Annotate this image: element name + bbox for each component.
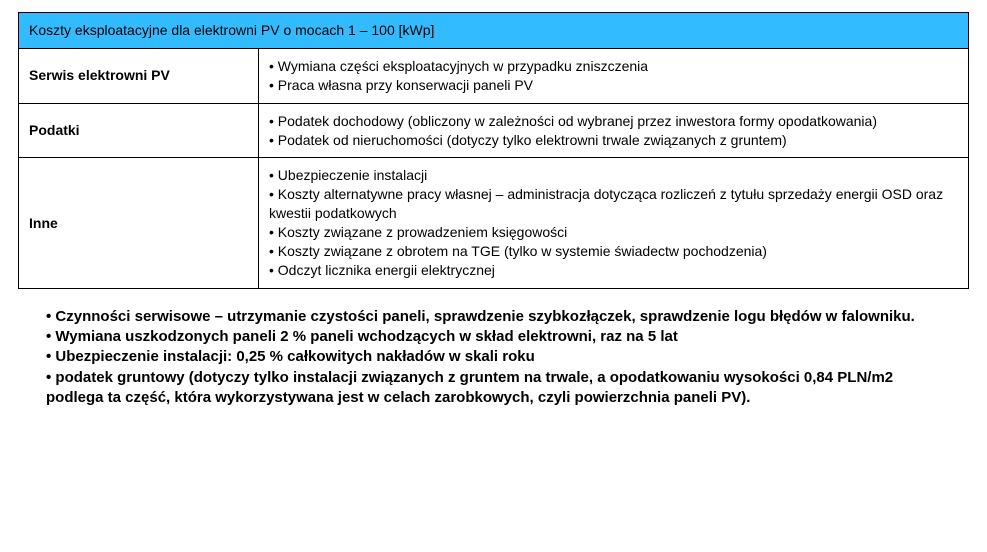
bullet: • Wymiana części eksploatacyjnych w przy… — [269, 57, 958, 76]
document-page: Koszty eksploatacyjne dla elektrowni PV … — [0, 0, 987, 428]
bullet: • Praca własna przy konserwacji paneli P… — [269, 76, 958, 95]
bullet: • Koszty związane z prowadzeniem księgow… — [269, 223, 958, 242]
note-line: • podatek gruntowy (dotyczy tylko instal… — [46, 368, 926, 409]
note-line: • Wymiana uszkodzonych paneli 2 % paneli… — [46, 327, 926, 347]
row-label-podatki: Podatki — [19, 103, 259, 158]
table-row: Serwis elektrowni PV • Wymiana części ek… — [19, 48, 969, 103]
notes-block: • Czynności serwisowe – utrzymanie czyst… — [46, 307, 926, 408]
row-label-serwis: Serwis elektrowni PV — [19, 48, 259, 103]
table-row: Podatki • Podatek dochodowy (obliczony w… — [19, 103, 969, 158]
bullet: • Ubezpieczenie instalacji — [269, 166, 958, 185]
row-bullets-inne: • Ubezpieczenie instalacji • Koszty alte… — [259, 158, 969, 288]
row-bullets-serwis: • Wymiana części eksploatacyjnych w przy… — [259, 48, 969, 103]
row-bullets-podatki: • Podatek dochodowy (obliczony w zależno… — [259, 103, 969, 158]
bullet: • Podatek od nieruchomości (dotyczy tylk… — [269, 131, 958, 150]
note-line: • Ubezpieczenie instalacji: 0,25 % całko… — [46, 347, 926, 367]
row-label-inne: Inne — [19, 158, 259, 288]
bullet: • Koszty alternatywne pracy własnej – ad… — [269, 185, 958, 223]
note-line: • Czynności serwisowe – utrzymanie czyst… — [46, 307, 926, 327]
bullet: • Odczyt licznika energii elektrycznej — [269, 261, 958, 280]
bullet: • Podatek dochodowy (obliczony w zależno… — [269, 112, 958, 131]
bullet: • Koszty związane z obrotem na TGE (tylk… — [269, 242, 958, 261]
table-title-cell: Koszty eksploatacyjne dla elektrowni PV … — [19, 13, 969, 49]
costs-table: Koszty eksploatacyjne dla elektrowni PV … — [18, 12, 969, 289]
table-header-row: Koszty eksploatacyjne dla elektrowni PV … — [19, 13, 969, 49]
table-row: Inne • Ubezpieczenie instalacji • Koszty… — [19, 158, 969, 288]
